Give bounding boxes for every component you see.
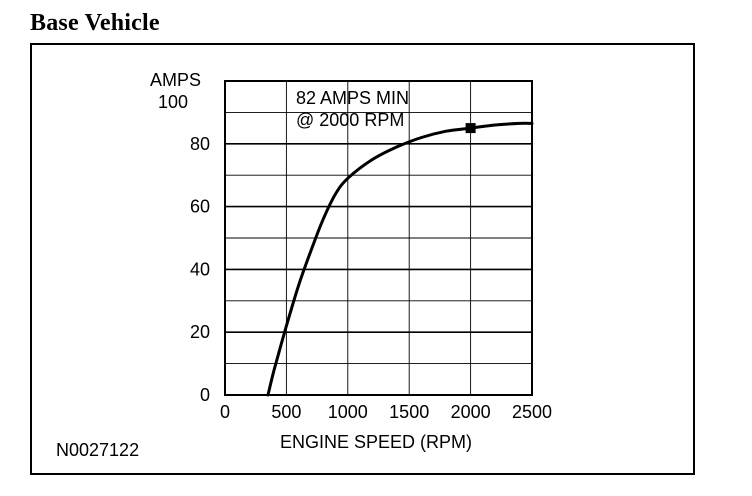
x-tick-label: 0 — [220, 402, 230, 422]
chart-heading: Base Vehicle — [30, 10, 160, 36]
y-axis-label: AMPS — [150, 70, 201, 90]
plot-frame — [224, 80, 533, 396]
x-tick-label: 2000 — [451, 402, 491, 422]
y-tick-label: 60 — [190, 197, 210, 217]
figure-frame — [30, 43, 695, 475]
y-tick-label: 40 — [190, 259, 210, 279]
x-axis-label: ENGINE SPEED (RPM) — [280, 432, 472, 452]
x-tick-label: 1000 — [328, 402, 368, 422]
annotation-line-2: @ 2000 RPM — [296, 110, 404, 130]
rated-point-marker — [465, 123, 476, 134]
grid-layer — [225, 81, 532, 395]
x-tick-label: 1500 — [389, 402, 429, 422]
annotation-line-1: 82 AMPS MIN — [296, 88, 409, 108]
x-tick-label: 2500 — [512, 402, 552, 422]
y-tick-label: 100 — [158, 92, 188, 112]
figure-id: N0027122 — [56, 440, 139, 460]
x-tick-label: 500 — [271, 402, 301, 422]
y-tick-label: 0 — [200, 385, 210, 405]
amps-curve — [266, 121, 534, 397]
y-tick-label: 80 — [190, 134, 210, 154]
y-tick-label: 20 — [190, 322, 210, 342]
